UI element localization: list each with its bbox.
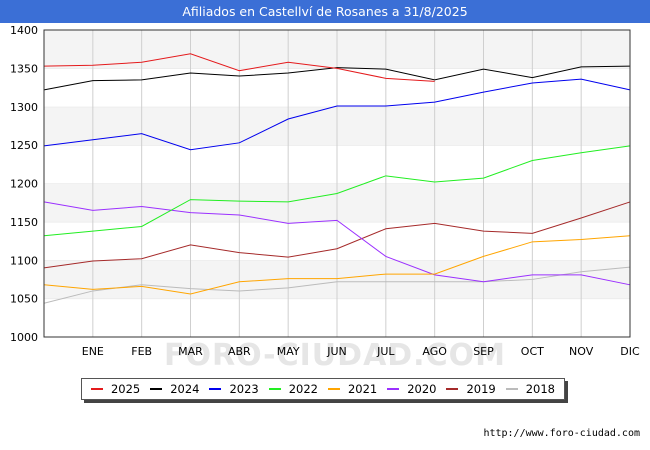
y-tick-label: 1000 (10, 331, 38, 344)
x-tick-label: JUN (326, 345, 347, 358)
series-line-2020 (43, 201, 631, 286)
series-line-2018 (43, 266, 631, 304)
legend: 2025 2024 2023 2022 2021 2020 2019 2018 (81, 378, 565, 400)
x-tick-label: NOV (569, 345, 594, 358)
x-axis-tick-labels: ENE FEB MAR ABR MAY JUN JUL AGO SEP OCT NOV DIC (82, 345, 640, 358)
watermark: FORO-CIUDAD.COM (164, 338, 506, 373)
x-tick-label: ENE (82, 345, 104, 358)
y-tick-label: 1200 (10, 178, 38, 191)
plot-frame (43, 29, 631, 338)
series-line-2022 (43, 145, 631, 237)
y-tick-label: 1400 (10, 24, 38, 37)
series-line-2025 (43, 53, 435, 82)
legend-item-2023: 2023 (209, 382, 259, 396)
series-line-2024 (43, 65, 631, 91)
source-url: http://www.foro-ciudad.com (483, 428, 640, 439)
legend-swatch (268, 388, 281, 390)
series-line-2021 (43, 235, 631, 295)
x-tick-label: OCT (521, 345, 544, 358)
x-tick-label: DIC (620, 345, 640, 358)
legend-item-2020: 2020 (387, 382, 437, 396)
legend-swatch (90, 388, 103, 390)
legend-label: 2025 (110, 382, 141, 396)
legend-item-2024: 2024 (150, 382, 200, 396)
x-tick-label: MAY (277, 345, 300, 358)
legend-swatch (209, 388, 222, 390)
legend-label: 2019 (466, 382, 496, 396)
legend-swatch (150, 388, 163, 390)
legend-label: 2018 (525, 382, 556, 396)
legend-label: 2024 (170, 382, 200, 396)
series-line-2023 (43, 78, 631, 151)
x-tick-label: ABR (228, 345, 251, 358)
y-tick-label: 1300 (10, 101, 38, 114)
y-tick-label: 1050 (10, 293, 38, 306)
legend-swatch (327, 388, 340, 390)
legend-label: 2021 (347, 382, 378, 396)
legend-label: 2022 (288, 382, 319, 396)
legend-item-2018: 2018 (505, 382, 556, 396)
series-line-2019 (43, 201, 631, 269)
x-tick-label: SEP (473, 345, 494, 358)
x-tick-label: FEB (131, 345, 152, 358)
chart-title: Afiliados en Castellví de Rosanes a 31/8… (0, 0, 650, 23)
x-tick-label: JUL (376, 345, 395, 358)
y-axis-tick-labels: 1000 1050 1100 1150 1200 1250 1300 1350 1400 (10, 24, 38, 344)
legend-item-2021: 2021 (327, 382, 378, 396)
legend-item-2022: 2022 (268, 382, 319, 396)
y-tick-label: 1350 (10, 62, 38, 75)
legend-swatch (505, 388, 518, 390)
x-tick-label: AGO (422, 345, 447, 358)
legend-item-2025: 2025 (90, 382, 141, 396)
series-lines (43, 53, 631, 304)
legend-item-2019: 2019 (446, 382, 496, 396)
legend-swatch (387, 388, 400, 390)
x-tick-label: MAR (178, 345, 203, 358)
y-tick-label: 1150 (10, 216, 38, 229)
y-tick-label: 1100 (10, 254, 38, 267)
legend-label: 2023 (229, 382, 259, 396)
y-tick-label: 1250 (10, 139, 38, 152)
legend-swatch (446, 388, 459, 390)
legend-label: 2020 (407, 382, 437, 396)
